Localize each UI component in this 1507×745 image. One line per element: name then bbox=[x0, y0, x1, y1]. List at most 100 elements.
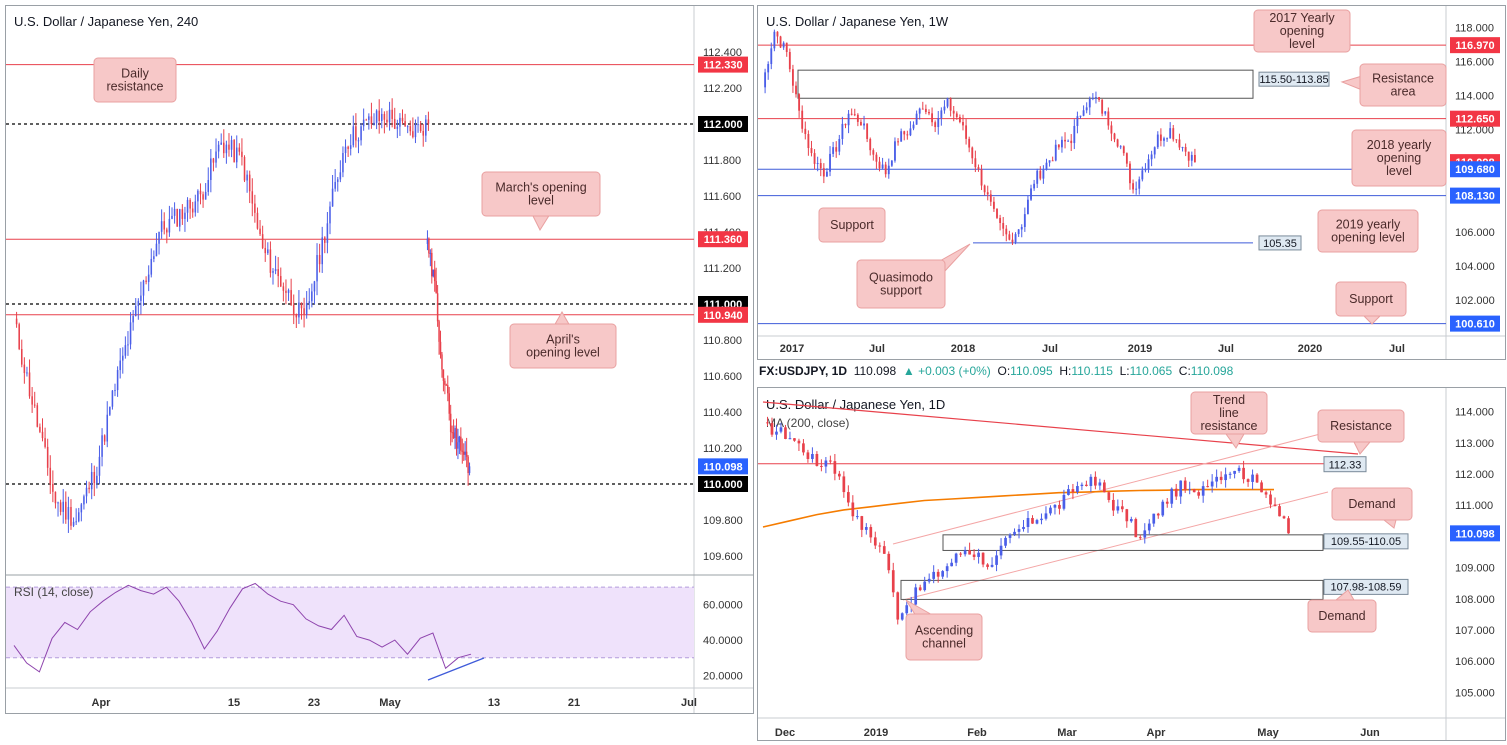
candle-body bbox=[1190, 154, 1193, 161]
x-tick-label: 13 bbox=[488, 697, 500, 709]
candle-body bbox=[962, 122, 964, 126]
candle-body bbox=[393, 118, 396, 129]
callout-text: April's bbox=[546, 333, 580, 347]
candle-body bbox=[445, 384, 448, 386]
candle-body bbox=[1110, 125, 1113, 134]
candle-body bbox=[321, 237, 323, 265]
candle-body bbox=[1175, 139, 1178, 141]
candle-body bbox=[88, 487, 90, 490]
candle-body bbox=[176, 208, 178, 227]
channel-lower bbox=[902, 491, 1329, 601]
candle-body bbox=[896, 592, 900, 620]
candle-body bbox=[1116, 139, 1119, 147]
symbol-info-bar: FX:USDJPY, 1D 110.098 ▲ +0.003 (+0%) O:1… bbox=[759, 364, 1504, 382]
chart-daily-panel[interactable]: U.S. Dollar / Japanese Yen, 1D MA (200, c… bbox=[757, 387, 1506, 741]
x-tick-label: Jul bbox=[1218, 343, 1234, 355]
candle-body bbox=[833, 461, 837, 474]
candle-body bbox=[1076, 486, 1079, 492]
candle-body bbox=[881, 164, 884, 169]
candle-body bbox=[347, 146, 349, 149]
candle-body bbox=[1156, 134, 1159, 148]
candle-body bbox=[1026, 518, 1030, 527]
candle-body bbox=[1187, 151, 1190, 161]
candle-body bbox=[1132, 183, 1134, 190]
candle-body bbox=[375, 110, 378, 123]
y-tick-label: 105.000 bbox=[1455, 687, 1495, 699]
candle-body bbox=[802, 443, 805, 453]
candle-body bbox=[884, 164, 887, 175]
candle-body bbox=[207, 179, 210, 192]
candle-body bbox=[98, 456, 101, 476]
candle-body bbox=[1005, 228, 1008, 235]
candle-body bbox=[838, 473, 841, 477]
candle-body bbox=[1246, 479, 1250, 482]
candle-body bbox=[829, 460, 832, 462]
candle-body bbox=[850, 113, 853, 115]
candle-body bbox=[1201, 486, 1205, 496]
candle-body bbox=[1255, 474, 1259, 483]
candle-body bbox=[223, 142, 225, 154]
candle-body bbox=[49, 467, 52, 485]
candle-body bbox=[1113, 133, 1116, 140]
callout-text: level bbox=[1386, 164, 1412, 178]
candle-body bbox=[968, 138, 971, 148]
chart-weekly-panel[interactable]: U.S. Dollar / Japanese Yen, 1W 118.000 116… bbox=[757, 5, 1506, 360]
candle-body bbox=[1206, 486, 1210, 488]
candle-body bbox=[1178, 139, 1181, 148]
callout-pointer bbox=[1340, 75, 1363, 91]
candle-body bbox=[869, 527, 873, 538]
price-label: 110.098 bbox=[703, 461, 742, 473]
candle-body bbox=[163, 221, 166, 230]
candle-body bbox=[844, 123, 847, 126]
candle-body bbox=[996, 208, 998, 218]
info-high-label: H: bbox=[1059, 364, 1072, 378]
candle-body bbox=[426, 238, 429, 244]
y-tick-label: 111.800 bbox=[703, 155, 741, 167]
candle-body bbox=[142, 280, 145, 296]
candle-body bbox=[860, 516, 864, 530]
candle-body bbox=[1260, 482, 1263, 493]
candle-body bbox=[770, 422, 774, 435]
candle-body bbox=[70, 506, 72, 526]
candle-body bbox=[419, 124, 422, 131]
x-tick-label: Jul bbox=[1042, 343, 1058, 355]
candle-body bbox=[963, 550, 967, 555]
candle-body bbox=[921, 108, 924, 110]
candle-body bbox=[785, 42, 788, 53]
candle-body bbox=[137, 300, 140, 306]
candle-body bbox=[298, 302, 300, 318]
candle-body bbox=[1053, 504, 1057, 508]
candle-body bbox=[793, 438, 796, 441]
candle-body bbox=[370, 116, 373, 125]
candle-body bbox=[432, 269, 435, 277]
candle-body bbox=[447, 385, 449, 394]
candle-body bbox=[927, 578, 931, 582]
candle-body bbox=[386, 119, 388, 123]
candle-body bbox=[217, 144, 220, 152]
candle-body bbox=[334, 181, 336, 189]
y-tick-label: 109.600 bbox=[703, 551, 743, 563]
candle-body bbox=[887, 165, 890, 175]
candle-body bbox=[464, 451, 466, 455]
candle-body bbox=[1161, 501, 1165, 516]
candle-body bbox=[816, 163, 819, 165]
chart-4h-panel[interactable]: U.S. Dollar / Japanese Yen, 240 112.400 11… bbox=[5, 5, 754, 714]
info-open-label: O: bbox=[997, 364, 1011, 378]
candle-body bbox=[977, 167, 980, 170]
candle-body bbox=[1062, 494, 1066, 509]
candle-body bbox=[83, 496, 85, 505]
candle-body bbox=[1111, 499, 1115, 511]
candle-body bbox=[412, 131, 414, 138]
x-tick-label: 15 bbox=[228, 697, 240, 709]
candle-body bbox=[1020, 227, 1023, 230]
candle-body bbox=[197, 190, 199, 202]
candle-body bbox=[1143, 530, 1147, 538]
callout-text: Ascending bbox=[915, 624, 973, 638]
price-label: 108.130 bbox=[1455, 191, 1495, 203]
candle-body bbox=[331, 188, 334, 207]
candle-body bbox=[429, 252, 432, 254]
price-label: 116.970 bbox=[1455, 40, 1494, 52]
candle-body bbox=[324, 237, 326, 243]
